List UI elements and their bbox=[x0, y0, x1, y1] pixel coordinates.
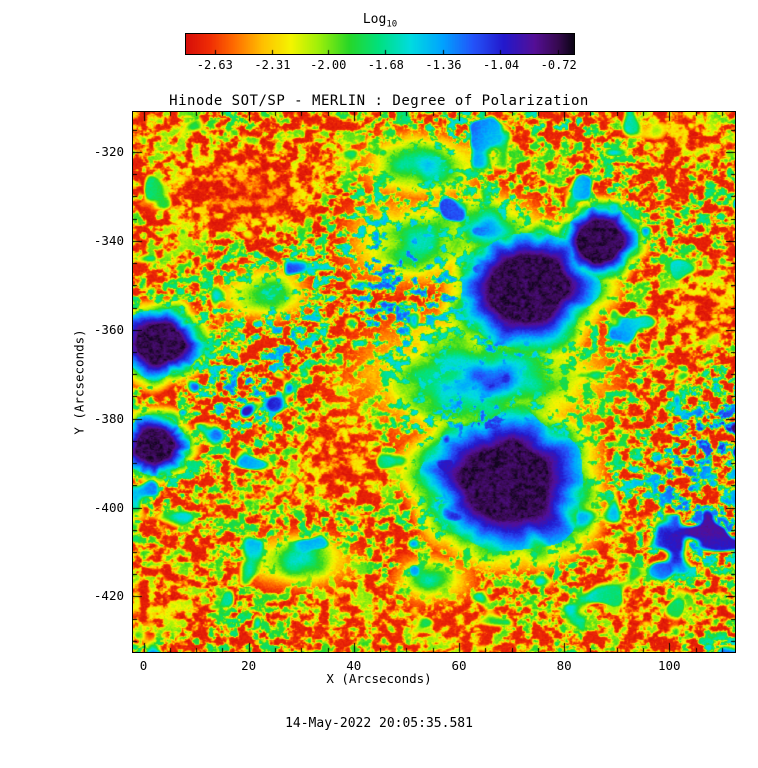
colorbar-title-main: Log bbox=[362, 12, 387, 27]
polarization-map-canvas bbox=[133, 112, 735, 652]
colorbar-tick-label: -0.72 bbox=[540, 58, 577, 72]
x-axis-tick-label: 80 bbox=[556, 658, 572, 673]
colorbar-tick-label: -2.00 bbox=[310, 58, 347, 72]
colorbar-tick-label: -2.63 bbox=[196, 58, 233, 72]
colorbar-title: Log10 bbox=[185, 12, 575, 30]
colorbar bbox=[185, 33, 575, 55]
colorbar-title-sub: 10 bbox=[386, 19, 398, 30]
y-axis-tick-label: -340 bbox=[93, 232, 124, 248]
colorbar-tick-label: -2.31 bbox=[254, 58, 291, 72]
y-axis-tick-label: -320 bbox=[93, 144, 124, 159]
y-axis-label: Y (Arcseconds) bbox=[71, 329, 87, 435]
x-axis-tick-label: 40 bbox=[346, 658, 362, 673]
y-axis-tick-label: -400 bbox=[93, 499, 124, 515]
heatmap-plot-area bbox=[132, 111, 736, 653]
x-axis-tick-label: 60 bbox=[451, 658, 467, 673]
y-axis-tick-label: -420 bbox=[93, 588, 124, 604]
plot-title: Hinode SOT/SP - MERLIN : Degree of Polar… bbox=[169, 93, 589, 109]
colorbar-tick-label: -1.68 bbox=[367, 58, 404, 72]
colorbar-gradient-canvas bbox=[186, 34, 574, 54]
colorbar-tick-label: -1.36 bbox=[425, 58, 462, 72]
y-axis-tick-label: -360 bbox=[93, 321, 124, 337]
x-axis-tick-label: 20 bbox=[241, 658, 257, 673]
y-axis-tick-label: -380 bbox=[93, 410, 124, 426]
x-axis-label: X (Arcseconds) bbox=[326, 671, 432, 686]
colorbar-tick-labels: -2.63 -2.31 -2.00 -1.68 -1.36 -1.04 -0.72 bbox=[185, 56, 577, 74]
x-axis-tick-label: 100 bbox=[657, 658, 681, 673]
colorbar-tick-label: -1.04 bbox=[483, 58, 520, 72]
x-axis-tick-label: 0 bbox=[139, 658, 148, 673]
observation-timestamp: 14-May-2022 20:05:35.581 bbox=[285, 716, 473, 731]
